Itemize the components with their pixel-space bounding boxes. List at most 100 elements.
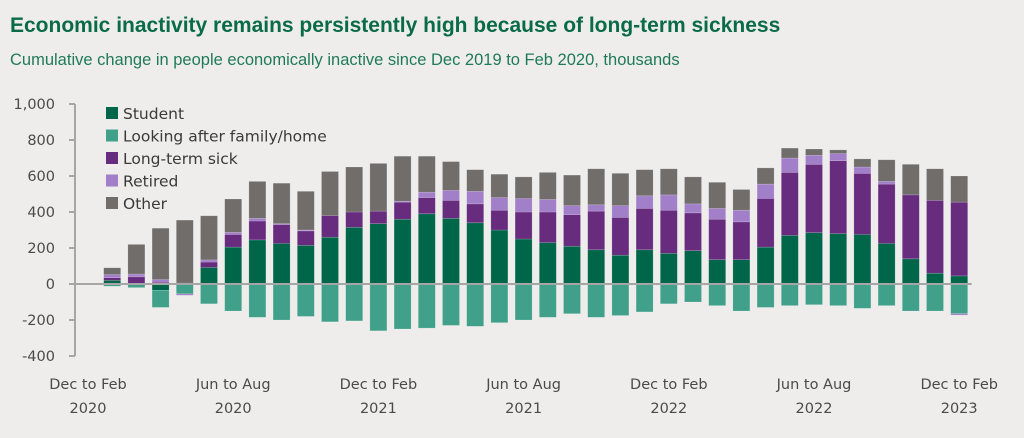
bar-segment-student-13 xyxy=(393,218,412,285)
bar-segment-long-term-sick-1 xyxy=(103,277,121,281)
bar-segment-student-7 xyxy=(248,239,267,285)
bar-segment-student-27 xyxy=(732,259,751,285)
bar-segment-long-term-sick-14 xyxy=(417,197,436,215)
bar-segment-student-32 xyxy=(853,234,872,285)
bar-segment-looking-after-family-home-14 xyxy=(417,283,436,329)
bar-segment-long-term-sick-15 xyxy=(442,200,460,219)
bar-segment-retired-3 xyxy=(151,279,170,283)
bar-segment-student-12 xyxy=(369,223,388,285)
bar-segment-retired-32 xyxy=(853,166,872,174)
bar-segment-student-21 xyxy=(587,249,606,285)
bar-segment-other-20 xyxy=(563,174,581,207)
bar-segment-retired-27 xyxy=(732,209,751,223)
bar-segment-other-6 xyxy=(224,198,242,233)
bar-segment-other-15 xyxy=(442,161,460,191)
chart-title: Economic inactivity remains persistently… xyxy=(10,14,781,37)
bar-segment-student-28 xyxy=(756,246,775,285)
bar-segment-student-36 xyxy=(950,275,969,285)
bar-segment-retired-15 xyxy=(442,190,460,201)
bar-segment-looking-after-family-home-20 xyxy=(563,283,581,315)
bar-segment-long-term-sick-13 xyxy=(393,201,412,220)
bar-segment-student-31 xyxy=(829,233,848,285)
bar-segment-looking-after-family-home-11 xyxy=(345,283,364,322)
bar-segment-student-30 xyxy=(805,232,823,285)
bar-segment-looking-after-family-home-18 xyxy=(514,283,533,321)
bar-segment-looking-after-family-home-35 xyxy=(926,283,944,312)
bar-segment-long-term-sick-18 xyxy=(514,211,533,240)
legend-label: Retired xyxy=(123,173,178,191)
bar-segment-student-8 xyxy=(272,243,291,285)
bar-segment-student-16 xyxy=(466,222,485,285)
bar-segment-retired-25 xyxy=(684,203,702,214)
x-tick-label: Dec to Feb xyxy=(340,377,418,393)
legend-swatch-looking-after-family-home xyxy=(106,129,118,142)
bar-segment-looking-after-family-home-29 xyxy=(780,283,799,306)
bar-segment-looking-after-family-home-25 xyxy=(684,283,702,303)
bar-segment-other-31 xyxy=(829,149,848,154)
y-tick-label: 1,000 xyxy=(13,97,55,113)
bar-segment-retired-2 xyxy=(127,273,146,278)
bar-segment-student-10 xyxy=(321,236,339,285)
x-axis-labels: Dec to Feb 2020 Jun to Aug 2020 Dec to Feb 20… xyxy=(49,377,998,417)
y-tick-label: 800 xyxy=(27,133,55,149)
bar-segment-looking-after-family-home-5 xyxy=(200,283,218,305)
bar-segment-looking-after-family-home-3 xyxy=(151,289,170,308)
bar-segment-looking-after-family-home-27 xyxy=(732,283,751,312)
bar-segment-long-term-sick-30 xyxy=(805,164,823,234)
y-tick-label: 600 xyxy=(27,169,55,185)
bar-segment-other-25 xyxy=(684,176,702,205)
bar-segment-student-18 xyxy=(514,238,533,285)
bar-segment-looking-after-family-home-13 xyxy=(393,283,412,330)
bar-segment-retired-14 xyxy=(417,191,436,198)
bar-segment-looking-after-family-home-30 xyxy=(805,283,823,306)
bar-segment-long-term-sick-7 xyxy=(248,220,267,241)
bar-segment-student-29 xyxy=(780,235,799,285)
legend-swatch-other xyxy=(106,197,118,209)
bar-segment-other-34 xyxy=(901,164,920,196)
bar-segment-looking-after-family-home-8 xyxy=(272,283,291,321)
bar-segment-long-term-sick-23 xyxy=(635,208,654,251)
bar-segment-other-28 xyxy=(756,167,775,185)
bar-segment-long-term-sick-22 xyxy=(611,217,630,256)
y-tick-label: 400 xyxy=(27,205,55,221)
bar-segment-student-24 xyxy=(659,253,678,285)
bar-segment-long-term-sick-6 xyxy=(224,234,242,248)
bar-segment-student-19 xyxy=(538,242,557,285)
bar-segment-student-35 xyxy=(926,272,944,285)
bar-segment-long-term-sick-10 xyxy=(321,215,339,238)
bar-segment-student-14 xyxy=(417,213,436,285)
bar-segment-other-26 xyxy=(708,182,727,209)
bar-segment-retired-30 xyxy=(805,155,823,165)
x-tick-label-year: 2022 xyxy=(650,401,687,417)
legend: Student Looking after family/home Long-ter… xyxy=(106,105,327,213)
bar-segment-student-33 xyxy=(877,243,896,285)
legend-swatch-retired xyxy=(106,174,118,187)
bar-segment-student-11 xyxy=(345,227,364,285)
bar-segment-looking-after-family-home-9 xyxy=(296,283,315,317)
bar-segment-other-1 xyxy=(103,267,121,275)
bar-segment-other-11 xyxy=(345,166,364,213)
x-tick-label: Jun to Aug xyxy=(485,377,561,393)
bar-segment-looking-after-family-home-34 xyxy=(901,283,920,312)
legend-label: Other xyxy=(123,195,168,213)
bar-segment-other-23 xyxy=(635,169,654,197)
bar-segment-other-35 xyxy=(926,168,944,201)
bar-segment-retired-18 xyxy=(514,198,533,213)
bar-segment-looking-after-family-home-24 xyxy=(659,283,678,305)
bar-segment-other-29 xyxy=(780,147,799,159)
bar-segment-looking-after-family-home-6 xyxy=(224,283,242,312)
bar-segment-other-14 xyxy=(417,155,436,193)
bar-segment-other-32 xyxy=(853,158,872,168)
legend-swatch-long-term-sick xyxy=(106,152,118,164)
x-tick-label-year: 2021 xyxy=(505,401,542,417)
bar-segment-long-term-sick-24 xyxy=(659,209,678,254)
x-tick-label-year: 2021 xyxy=(360,401,397,417)
bar-segment-retired-33 xyxy=(877,181,896,185)
bar-segment-other-10 xyxy=(321,171,339,216)
bar-segment-looking-after-family-home-17 xyxy=(490,283,509,324)
y-axis: 1,000 800 600 400 200 0 -200 -400 xyxy=(13,97,972,365)
bar-segment-looking-after-family-home-19 xyxy=(538,283,557,318)
x-tick-label-year: 2020 xyxy=(215,401,252,417)
bar-segment-other-12 xyxy=(369,163,388,212)
bar-segment-retired-6 xyxy=(224,232,242,235)
